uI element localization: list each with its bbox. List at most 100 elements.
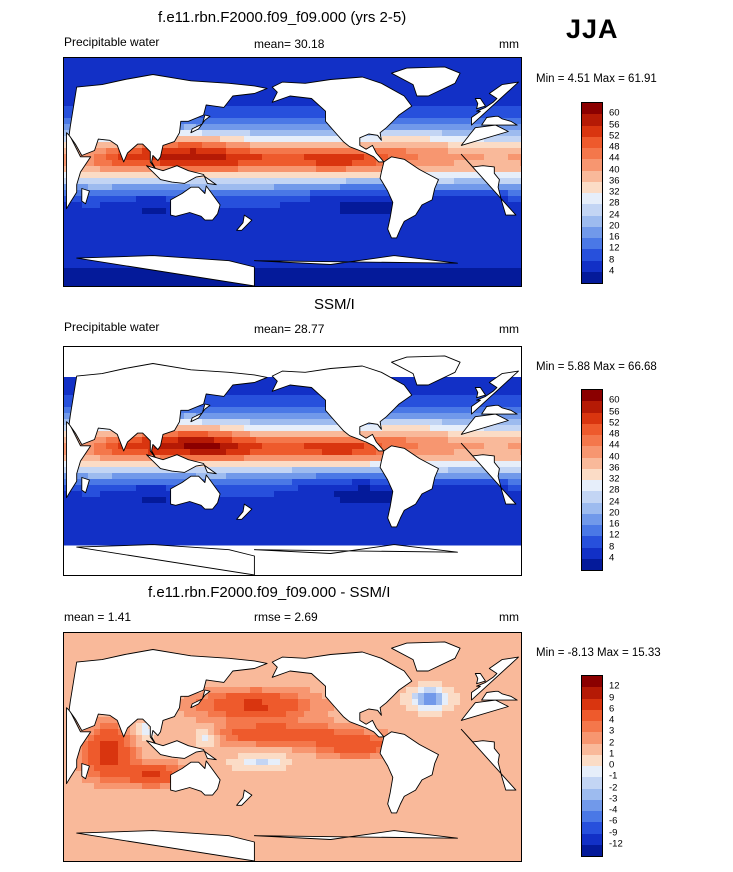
field-cell <box>64 106 71 113</box>
field-cell <box>406 238 413 245</box>
field-cell <box>370 449 377 456</box>
field-cell <box>466 437 473 444</box>
field-cell <box>376 473 383 480</box>
field-cell <box>502 280 509 286</box>
field-cell <box>418 118 425 125</box>
field-cell <box>436 238 443 245</box>
field-cell <box>130 479 137 486</box>
field-cell <box>280 497 287 504</box>
field-cell <box>280 473 287 480</box>
field-cell <box>100 491 107 498</box>
field-cell <box>256 232 263 239</box>
field-cell <box>436 184 443 191</box>
field-cell <box>148 244 155 251</box>
field-cell <box>172 521 179 528</box>
field-cell <box>118 220 125 227</box>
field-cell <box>358 154 365 161</box>
field-cell <box>484 503 491 510</box>
field-cell <box>196 467 203 474</box>
field-cell <box>466 467 473 474</box>
field-cell <box>400 437 407 444</box>
field-cell <box>298 407 305 414</box>
field-cell <box>226 491 233 498</box>
field-cell <box>346 491 353 498</box>
field-cell <box>232 419 239 426</box>
field-cell <box>460 82 467 89</box>
field-cell <box>124 503 131 510</box>
field-cell <box>298 521 305 528</box>
field-cell <box>286 401 293 408</box>
field-cell <box>448 431 455 438</box>
field-cell <box>442 449 449 456</box>
field-cell <box>106 208 113 215</box>
field-cell <box>214 190 221 197</box>
field-cell <box>124 497 131 504</box>
field-cell <box>280 485 287 492</box>
field-cell <box>340 467 347 474</box>
field-cell <box>250 154 257 161</box>
field-cell <box>424 443 431 450</box>
field-cell <box>250 383 257 390</box>
field-cell <box>244 118 251 125</box>
field-cell <box>310 467 317 474</box>
field-cell <box>244 196 251 203</box>
field-cell <box>472 437 479 444</box>
field-cell <box>346 70 353 77</box>
field-cell <box>364 479 371 486</box>
field-cell <box>268 148 275 155</box>
field-cell <box>148 473 155 480</box>
field-cell <box>208 58 215 65</box>
field-cell <box>484 238 491 245</box>
field-cell <box>232 220 239 227</box>
field-cell <box>94 479 101 486</box>
field-cell <box>190 280 197 286</box>
field-cell <box>256 172 263 179</box>
field-cell <box>214 413 221 420</box>
field-cell <box>466 238 473 245</box>
field-cell <box>436 112 443 119</box>
field-cell <box>118 196 125 203</box>
field-cell <box>376 250 383 257</box>
field-cell <box>250 395 257 402</box>
field-cell <box>400 142 407 149</box>
field-cell <box>328 58 335 65</box>
field-cell <box>292 479 299 486</box>
field-cell <box>172 70 179 77</box>
field-cell <box>478 491 485 498</box>
field-cell <box>202 527 209 534</box>
field-cell <box>124 491 131 498</box>
field-cell <box>286 196 293 203</box>
field-cell <box>454 425 461 432</box>
field-cell <box>430 274 437 281</box>
field-cell <box>226 106 233 113</box>
field-cell <box>358 226 365 233</box>
field-cell <box>490 280 497 286</box>
field-cell <box>520 250 521 257</box>
field-cell <box>334 208 341 215</box>
field-cell <box>442 467 449 474</box>
field-cell <box>340 274 347 281</box>
field-cell <box>472 491 479 498</box>
field-cell <box>70 491 77 498</box>
field-cell <box>496 76 503 83</box>
field-cell <box>250 172 257 179</box>
field-cell <box>136 274 143 281</box>
field-cell <box>220 136 227 143</box>
field-cell <box>118 497 125 504</box>
field-cell <box>340 214 347 221</box>
field-cell <box>424 250 431 257</box>
field-cell <box>466 220 473 227</box>
field-cell <box>334 479 341 486</box>
field-cell <box>484 154 491 161</box>
field-cell <box>412 431 419 438</box>
field-cell <box>376 244 383 251</box>
field-cell <box>442 124 449 131</box>
field-cell <box>520 256 521 263</box>
field-cell <box>442 497 449 504</box>
field-cell <box>76 64 83 71</box>
field-cell <box>244 244 251 251</box>
field-cell <box>208 166 215 173</box>
field-cell <box>322 142 329 149</box>
field-cell <box>406 58 413 65</box>
field-cell <box>310 142 317 149</box>
